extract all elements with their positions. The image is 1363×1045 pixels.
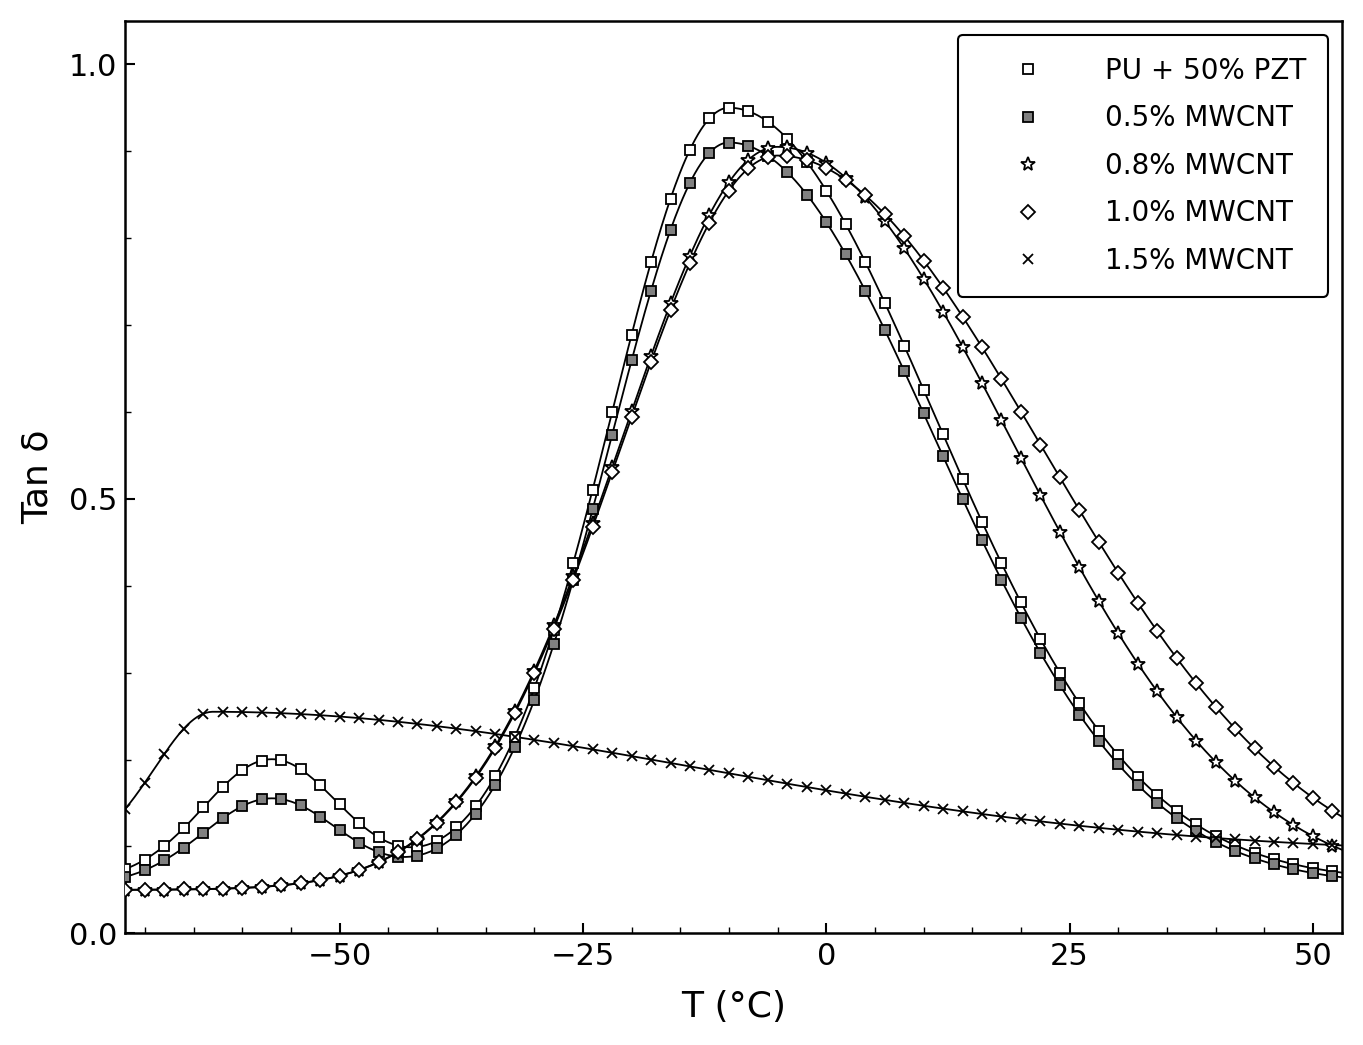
- 0.8% MWCNT: [780, 141, 796, 154]
- 0.8% MWCNT: [1304, 830, 1321, 842]
- Y-axis label: Tan δ: Tan δ: [20, 429, 55, 525]
- Legend: PU + 50% PZT, 0.5% MWCNT, 0.8% MWCNT, 1.0% MWCNT, 1.5% MWCNT: PU + 50% PZT, 0.5% MWCNT, 0.8% MWCNT, 1.…: [958, 34, 1329, 297]
- Line: PU + 50% PZT: PU + 50% PZT: [120, 102, 1337, 876]
- 1.5% MWCNT: [117, 803, 134, 815]
- Line: 1.0% MWCNT: 1.0% MWCNT: [120, 152, 1337, 895]
- Line: 0.8% MWCNT: 0.8% MWCNT: [119, 141, 1340, 897]
- 1.0% MWCNT: [1304, 791, 1321, 804]
- 1.0% MWCNT: [117, 884, 134, 897]
- 1.5% MWCNT: [507, 730, 523, 743]
- PU + 50% PZT: [1325, 865, 1341, 878]
- 0.8% MWCNT: [487, 740, 503, 752]
- PU + 50% PZT: [740, 104, 756, 117]
- 0.5% MWCNT: [487, 779, 503, 791]
- 0.8% MWCNT: [448, 795, 465, 808]
- PU + 50% PZT: [1304, 862, 1321, 875]
- 0.8% MWCNT: [682, 250, 698, 262]
- 1.5% MWCNT: [740, 770, 756, 783]
- 1.5% MWCNT: [702, 764, 718, 776]
- 1.0% MWCNT: [721, 184, 737, 196]
- 1.0% MWCNT: [1325, 805, 1341, 817]
- 1.0% MWCNT: [682, 257, 698, 270]
- 1.0% MWCNT: [487, 742, 503, 754]
- PU + 50% PZT: [721, 101, 737, 114]
- 0.8% MWCNT: [117, 884, 134, 897]
- 0.5% MWCNT: [1304, 866, 1321, 879]
- 1.0% MWCNT: [448, 796, 465, 809]
- PU + 50% PZT: [117, 863, 134, 876]
- 1.5% MWCNT: [1325, 839, 1341, 852]
- 1.0% MWCNT: [973, 341, 990, 353]
- 0.5% MWCNT: [740, 140, 756, 153]
- X-axis label: T (°C): T (°C): [682, 991, 786, 1024]
- 1.0% MWCNT: [780, 149, 796, 162]
- 0.5% MWCNT: [682, 177, 698, 189]
- 0.5% MWCNT: [973, 534, 990, 547]
- Line: 1.5% MWCNT: 1.5% MWCNT: [120, 706, 1337, 850]
- PU + 50% PZT: [448, 821, 465, 834]
- 0.5% MWCNT: [1325, 869, 1341, 882]
- PU + 50% PZT: [487, 770, 503, 783]
- 0.8% MWCNT: [973, 377, 990, 390]
- 1.5% MWCNT: [973, 808, 990, 820]
- 1.5% MWCNT: [468, 725, 484, 738]
- 1.5% MWCNT: [1304, 838, 1321, 851]
- Line: 0.5% MWCNT: 0.5% MWCNT: [120, 138, 1337, 882]
- PU + 50% PZT: [682, 143, 698, 156]
- 0.5% MWCNT: [117, 870, 134, 883]
- 0.5% MWCNT: [721, 136, 737, 148]
- 0.5% MWCNT: [448, 829, 465, 841]
- PU + 50% PZT: [973, 515, 990, 528]
- 1.5% MWCNT: [214, 705, 230, 718]
- 0.8% MWCNT: [721, 176, 737, 188]
- 0.8% MWCNT: [1325, 839, 1341, 852]
